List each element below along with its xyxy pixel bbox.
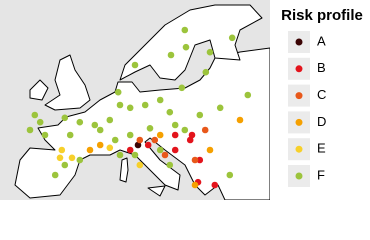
point <box>171 121 179 129</box>
legend-title: Risk profile <box>281 7 363 24</box>
point <box>166 108 174 116</box>
point <box>151 136 159 144</box>
point <box>156 131 164 139</box>
point <box>171 131 179 139</box>
point <box>134 141 142 149</box>
point <box>211 181 219 189</box>
legend-label: C <box>317 87 326 102</box>
great-britain <box>44 54 91 111</box>
point <box>66 131 74 139</box>
point <box>106 116 114 124</box>
point <box>141 101 149 109</box>
point <box>226 171 234 179</box>
point <box>114 88 122 96</box>
point <box>202 68 210 76</box>
legend-label: E <box>317 141 326 156</box>
legend-swatch <box>295 38 303 46</box>
ireland <box>29 79 49 101</box>
point <box>166 161 174 169</box>
point <box>156 146 164 154</box>
scandinavia <box>119 4 263 81</box>
legend-swatch <box>295 172 303 180</box>
point <box>191 156 199 164</box>
sicily <box>147 185 166 197</box>
point <box>51 171 59 179</box>
point <box>106 144 114 152</box>
point <box>136 161 144 169</box>
legend-label: D <box>317 114 326 129</box>
point <box>61 114 69 122</box>
point <box>236 116 244 124</box>
point <box>91 121 99 129</box>
legend-swatch <box>295 118 303 126</box>
point <box>144 141 152 149</box>
point <box>116 101 124 109</box>
point <box>96 141 104 149</box>
point <box>196 111 204 119</box>
point <box>26 126 34 134</box>
point <box>196 156 204 164</box>
point <box>181 26 189 34</box>
point <box>146 125 154 132</box>
legend-swatch <box>295 145 303 153</box>
point <box>186 136 194 144</box>
point <box>181 126 189 134</box>
point <box>96 126 104 134</box>
point <box>68 154 76 162</box>
point <box>136 136 144 144</box>
legend-swatch <box>295 92 303 100</box>
legend-swatch <box>295 65 303 73</box>
corsica-sardinia <box>119 157 129 183</box>
point <box>167 51 175 59</box>
point <box>36 118 44 126</box>
point <box>131 61 139 69</box>
point <box>216 104 224 112</box>
point <box>111 136 119 144</box>
point <box>206 48 214 56</box>
point <box>156 96 164 104</box>
point <box>178 84 186 92</box>
point <box>126 104 134 112</box>
point <box>244 91 252 99</box>
point <box>58 146 66 154</box>
point <box>61 161 69 169</box>
point <box>182 43 190 51</box>
points <box>26 26 252 189</box>
point <box>201 126 209 134</box>
point <box>76 118 84 126</box>
point <box>126 131 134 139</box>
point <box>76 156 84 164</box>
point <box>56 154 64 162</box>
point <box>116 151 124 159</box>
point <box>126 146 134 154</box>
legend-label: F <box>317 167 325 182</box>
legend-label: B <box>317 60 326 75</box>
basemap <box>0 0 270 200</box>
point <box>206 146 214 154</box>
point <box>171 146 179 154</box>
point <box>31 111 39 119</box>
point <box>86 146 94 154</box>
point <box>161 151 169 159</box>
point <box>191 181 199 189</box>
point <box>41 131 49 139</box>
point <box>228 34 236 42</box>
point <box>131 151 139 159</box>
point <box>188 131 196 139</box>
legend-label: A <box>317 33 326 48</box>
